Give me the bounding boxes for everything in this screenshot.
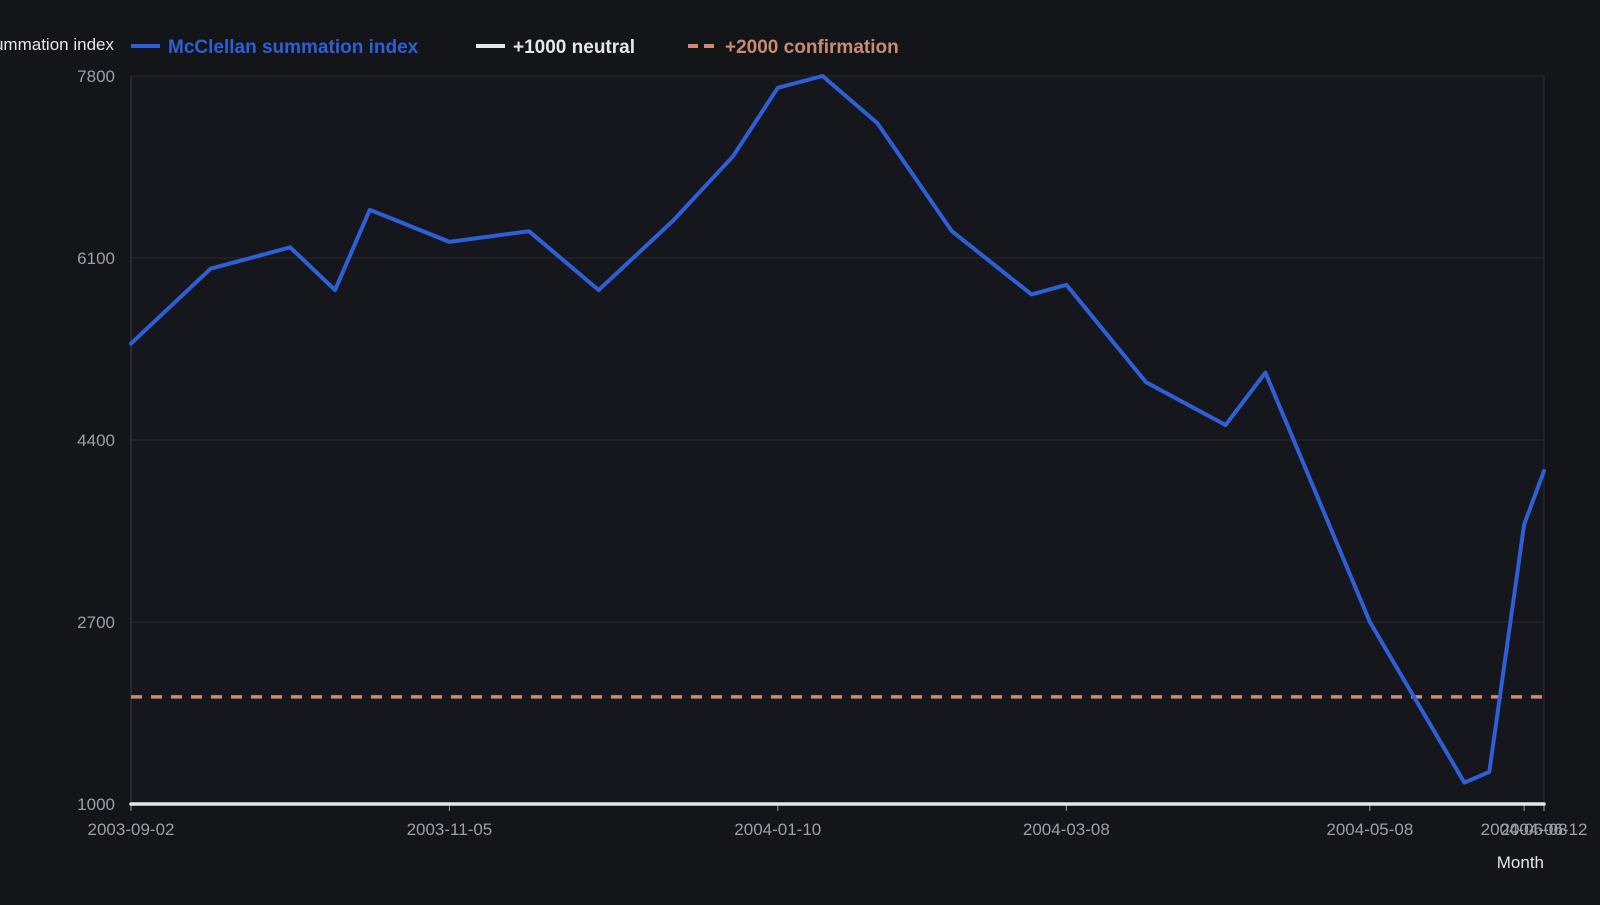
y-tick-label: 1000 (77, 795, 115, 814)
y-tick-label: 2700 (77, 613, 115, 632)
y-axis-title: McClellan summation index (0, 35, 114, 54)
y-tick-label: 7800 (77, 67, 115, 86)
x-tick-label: 2004-03-08 (1023, 820, 1110, 839)
y-tick-label: 6100 (77, 249, 115, 268)
legend-label: McClellan summation index (168, 37, 419, 58)
x-tick-label: 2003-09-02 (88, 820, 175, 839)
legend-item-confirmation: +2000 confirmation (688, 37, 899, 58)
x-tick-label: 2004-01-10 (734, 820, 821, 839)
x-tick-label: 2004-06-08 (1481, 820, 1568, 839)
summation-index-line (129, 74, 1546, 785)
x-tick-label: 2004-06-12 (1501, 820, 1588, 839)
legend-item-summation: McClellan summation index (131, 37, 419, 58)
legend-item-neutral: +1000 neutral (476, 37, 635, 58)
legend-label: +2000 confirmation (725, 37, 899, 58)
x-tick-label: 2004-05-08 (1326, 820, 1413, 839)
y-tick-label: 4400 (77, 431, 115, 450)
x-tick-label: 2003-11-05 (407, 820, 493, 839)
legend-label: +1000 neutral (513, 37, 635, 58)
x-axis-title: Month (1497, 853, 1544, 872)
